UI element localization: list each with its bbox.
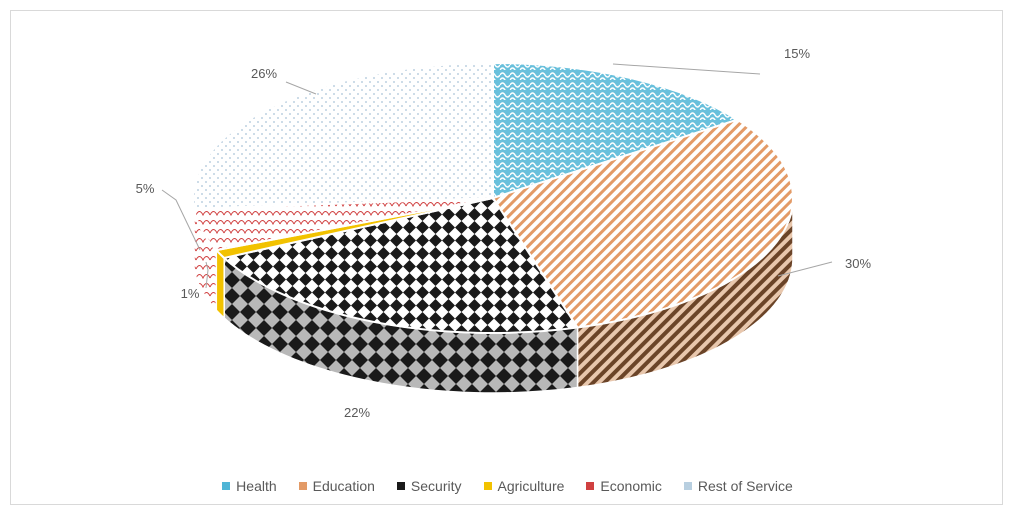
data-label-rest-of-service: 26% bbox=[251, 66, 277, 81]
slice-health bbox=[492, 61, 740, 200]
data-label-security: 22% bbox=[344, 405, 370, 420]
pie-chart: 15% 30% 22% 1% 5% 26% bbox=[136, 46, 872, 420]
leader-line-education bbox=[777, 261, 833, 277]
data-label-economic: 5% bbox=[136, 181, 155, 196]
leader-line-economic bbox=[161, 189, 201, 251]
legend-swatch-rest-of-service bbox=[683, 482, 692, 490]
legend-item-rest-of-service: Rest of Service bbox=[683, 478, 793, 494]
leader-line-rest-of-service bbox=[285, 81, 317, 95]
legend-item-security: Security bbox=[396, 478, 462, 494]
data-label-education: 30% bbox=[845, 256, 871, 271]
data-label-agriculture: 1% bbox=[181, 286, 200, 301]
legend-label-agriculture: Agriculture bbox=[497, 478, 565, 494]
legend-swatch-education bbox=[298, 482, 307, 490]
legend-label-health: Health bbox=[236, 478, 277, 494]
legend-swatch-agriculture bbox=[483, 482, 492, 490]
slice-security bbox=[222, 196, 580, 334]
slice-side-agriculture bbox=[215, 248, 225, 320]
legend-swatch-economic bbox=[586, 482, 595, 490]
leader-line-agriculture bbox=[205, 261, 209, 289]
legend-item-health: Health bbox=[222, 478, 277, 494]
chart-legend: Health Education Security Agriculture Econom… bbox=[0, 474, 1015, 498]
legend-swatch-security bbox=[396, 482, 405, 490]
legend-label-economic: Economic bbox=[600, 478, 662, 494]
legend-item-agriculture: Agriculture bbox=[483, 478, 565, 494]
legend-item-economic: Economic bbox=[586, 478, 662, 494]
slice-rest-of-service bbox=[192, 61, 494, 210]
slice-education bbox=[491, 118, 794, 329]
data-label-health: 15% bbox=[784, 46, 810, 61]
legend-label-security: Security bbox=[410, 478, 462, 494]
legend-label-education: Education bbox=[312, 478, 375, 494]
legend-item-education: Education bbox=[298, 478, 375, 494]
legend-label-rest-of-service: Rest of Service bbox=[697, 478, 793, 494]
legend-swatch-health bbox=[222, 482, 231, 490]
leader-line-health bbox=[612, 63, 761, 75]
